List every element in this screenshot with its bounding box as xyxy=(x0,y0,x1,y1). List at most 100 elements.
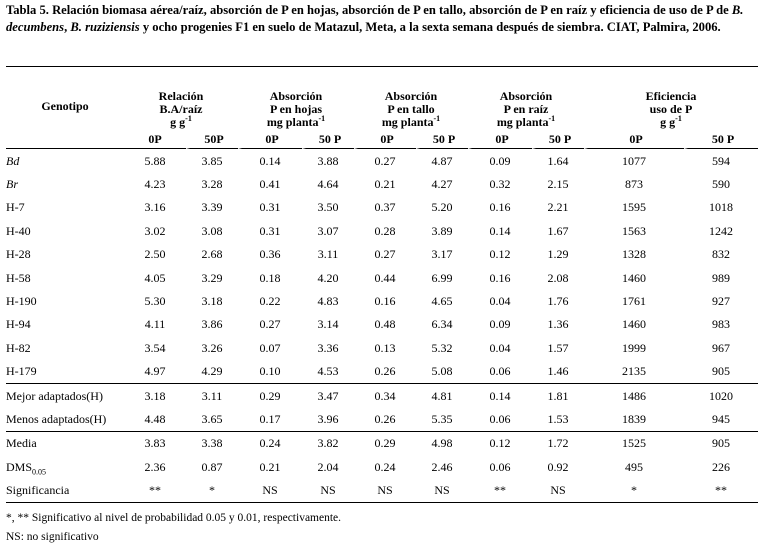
cell-value: 0.92 xyxy=(547,459,569,474)
row-label-text: Br xyxy=(6,177,18,192)
cell-value: 2.68 xyxy=(201,247,223,262)
cell-value: 1525 xyxy=(584,430,684,455)
footnote-ns: NS: no significativo xyxy=(6,530,99,543)
cell-value: 0.06 xyxy=(489,364,511,379)
row-label-text: H-40 xyxy=(6,223,31,238)
table-row: H-40 3.02 3.08 0.31 3.07 0.28 3.89 0.14 1.67 1563… xyxy=(6,219,758,242)
cell-value: 927 xyxy=(712,294,730,309)
cell-value: 0.32 xyxy=(489,177,511,192)
cell-value: 1460 xyxy=(622,317,646,332)
cell-value: 0.26 xyxy=(374,364,396,379)
header-group: Absorción P en tallo mg planta-1 xyxy=(354,67,468,131)
cell-value: 0.09 xyxy=(489,153,511,168)
header-group: Relación B.A/raíz g g-1 xyxy=(124,67,238,131)
row-label: H-40 xyxy=(6,219,124,242)
caption-text: y ocho progenies F1 en suelo de Matazul,… xyxy=(139,19,721,34)
cell-value: 905 xyxy=(712,364,730,379)
cell-value: NS xyxy=(416,478,468,503)
header-dose: 50 P xyxy=(416,131,468,149)
header-unit-exp: -1 xyxy=(548,114,556,123)
cell-value: 4.11 xyxy=(144,317,166,332)
cell-value: 6.99 xyxy=(431,270,453,285)
cell-value: 1761 xyxy=(622,294,646,309)
cell-value: 1486 xyxy=(584,382,684,407)
table-block: Genotipo Relación B.A/raíz g g-1 Absorción P … xyxy=(6,66,758,544)
cell-value: 832 xyxy=(712,247,730,262)
cell-value: 3.28 xyxy=(201,177,223,192)
cell-value: 0.36 xyxy=(259,247,281,262)
cell-value: 4.29 xyxy=(201,364,223,379)
header-dose: 0P xyxy=(354,131,416,149)
table-row: Mejor adaptados(H) 3.18 3.11 0.29 3.47 0.34 4.… xyxy=(6,382,758,407)
header-group: Absorción P en raíz mg planta-1 xyxy=(468,67,584,131)
cell-value: 6.34 xyxy=(431,317,453,332)
cell-value: 945 xyxy=(712,411,730,426)
cell-value: 3.47 xyxy=(302,382,354,407)
cell-value: NS xyxy=(238,478,302,503)
row-label-text: H-58 xyxy=(6,270,31,285)
cell-value: 1.57 xyxy=(547,340,569,355)
cell-value: 0.87 xyxy=(201,459,223,474)
row-label-text: H-82 xyxy=(6,340,31,355)
table-row: Menos adaptados(H) 4.48 3.65 0.17 3.96 0.26 5.… xyxy=(6,407,758,430)
row-label: Bd xyxy=(6,149,124,172)
cell-value: 4.87 xyxy=(431,153,453,168)
cell-value: 2.50 xyxy=(144,247,166,262)
cell-value: 0.21 xyxy=(259,459,281,474)
header-line: Eficiencia xyxy=(645,89,697,103)
table-row: H-7 3.16 3.39 0.31 3.50 0.37 5.20 0.16 2.21 1595 1… xyxy=(6,196,758,219)
header-unit-exp: -1 xyxy=(185,114,192,123)
header-blank xyxy=(6,131,124,149)
row-label: Mejor adaptados(H) xyxy=(6,382,124,407)
row-label: H-190 xyxy=(6,289,124,312)
table-row: H-94 4.11 3.86 0.27 3.14 0.48 6.34 0.09 1.36 1460… xyxy=(6,313,758,336)
cell-value: 226 xyxy=(712,459,730,474)
row-label-text: DMS xyxy=(6,459,33,474)
cell-value: 2.21 xyxy=(547,200,569,215)
caption-text: Tabla 5. Relación biomasa aérea/raíz, ab… xyxy=(6,3,732,17)
cell-value: ** xyxy=(684,478,758,503)
header-group: Absorción P en hojas mg planta-1 xyxy=(238,67,354,131)
table-row: H-58 4.05 3.29 0.18 4.20 0.44 6.99 0.16 2.08 1460… xyxy=(6,266,758,289)
cell-value: 2.04 xyxy=(317,459,339,474)
cell-value: 0.10 xyxy=(259,364,281,379)
cell-value: 1020 xyxy=(684,382,758,407)
cell-value: 0.06 xyxy=(489,459,511,474)
header-unit-exp: -1 xyxy=(433,114,441,123)
cell-value: 1999 xyxy=(622,340,646,355)
cell-value: 4.83 xyxy=(317,294,339,309)
row-label-text: Mejor adaptados(H) xyxy=(6,388,103,403)
header-dose: 0P xyxy=(238,131,302,149)
cell-value: 0.04 xyxy=(489,340,511,355)
cell-value: 3.39 xyxy=(201,200,223,215)
cell-value: 3.11 xyxy=(186,382,238,407)
row-label-text: H-28 xyxy=(6,247,31,262)
table-row: H-179 4.97 4.29 0.10 4.53 0.26 5.08 0.06 1.46 213… xyxy=(6,360,758,383)
row-label-text: Media xyxy=(6,436,37,451)
cell-value: 4.48 xyxy=(144,411,166,426)
header-line: P en hojas xyxy=(269,102,322,116)
row-label: H-94 xyxy=(6,313,124,336)
table-row: H-190 5.30 3.18 0.22 4.83 0.16 4.65 0.04 1.76 176… xyxy=(6,289,758,312)
header-unit: mg planta xyxy=(496,115,549,129)
cell-value: 0.26 xyxy=(374,411,396,426)
cell-value: 0.14 xyxy=(468,382,532,407)
cell-value: 0.34 xyxy=(354,382,416,407)
header-unit: mg planta xyxy=(266,115,319,129)
cell-value: 3.96 xyxy=(317,411,339,426)
cell-value: 4.23 xyxy=(144,177,166,192)
cell-value: * xyxy=(186,478,238,503)
footnote-significance: *, ** Significativo al nivel de probabil… xyxy=(6,511,342,524)
row-label: Significancia xyxy=(6,478,124,503)
row-label-text: H-190 xyxy=(6,294,37,309)
row-label-text: H-94 xyxy=(6,317,31,332)
header-line: Relación xyxy=(158,89,204,103)
row-label-text: Bd xyxy=(6,153,20,168)
cell-value: 0.29 xyxy=(238,382,302,407)
cell-value: 4.65 xyxy=(431,294,453,309)
cell-value: 1328 xyxy=(622,247,646,262)
cell-value: 0.28 xyxy=(374,223,396,238)
cell-value: 1563 xyxy=(622,223,646,238)
